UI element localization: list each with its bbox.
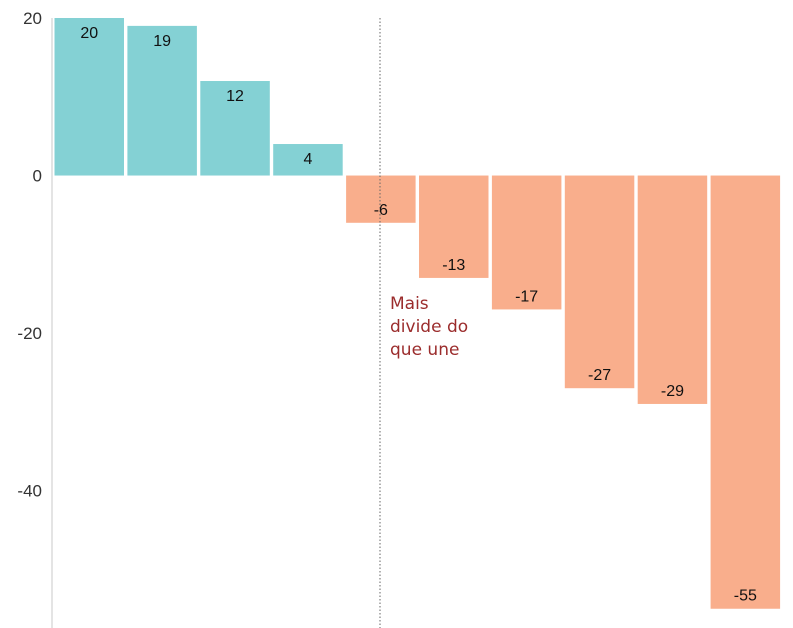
bar [273,144,343,176]
bar [491,175,562,310]
annotation-text: Mais divide do que une [390,294,474,360]
annotation-line-2: divide do [390,317,468,337]
data-label: 12 [226,88,244,105]
bars [54,18,781,609]
annotation-line-1: Mais [390,294,429,314]
data-label: 4 [303,151,312,168]
data-label: -13 [442,257,465,274]
annotation-line-3: que une [390,340,459,360]
bar [54,18,124,176]
bar [564,175,635,389]
bar [127,25,197,176]
data-label: 20 [80,25,98,42]
data-label: -6 [374,202,388,219]
bar [710,175,781,609]
data-label: -55 [734,588,757,605]
y-tick-label: -40 [17,482,42,501]
y-axis-ticks: 20 0 -20 -40 [17,9,42,501]
bar [637,175,708,404]
y-tick-label: 20 [23,9,42,28]
bar [419,175,489,278]
y-tick-label: -20 [17,324,42,343]
data-label: -27 [588,367,611,384]
bar [200,81,270,176]
data-labels: 20 19 12 4 -6 -13 -17 -27 -29 -55 [80,25,757,605]
data-label: -29 [661,383,684,400]
data-label: 19 [153,33,171,50]
bar [346,175,416,223]
y-tick-label: 0 [33,167,42,186]
data-label: -17 [515,288,538,305]
